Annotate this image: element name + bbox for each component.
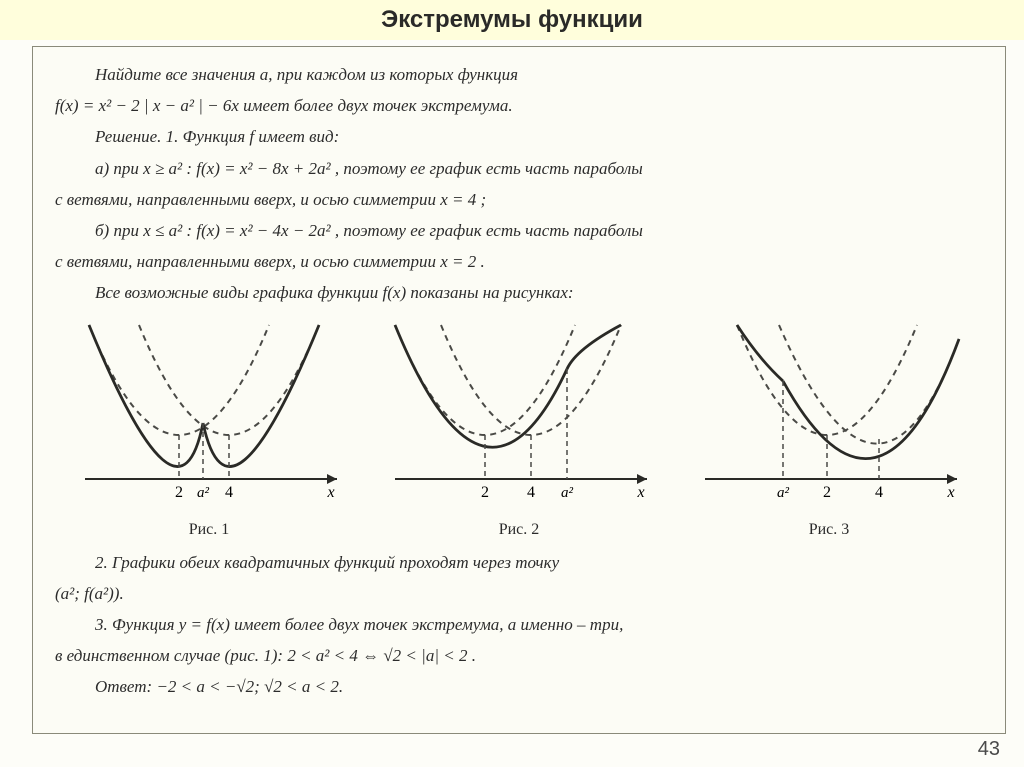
- case-b-cont: с ветвями, направленными вверх, и осью с…: [55, 248, 983, 275]
- graph-1-caption: Рис. 1: [59, 521, 359, 539]
- svg-text:x: x: [946, 484, 954, 501]
- content-frame: Найдите все значения a, при каждом из ко…: [32, 46, 1006, 734]
- svg-text:4: 4: [527, 484, 535, 501]
- case-b: б) при x ≤ a² : f(x) = x² − 4x − 2a² , п…: [55, 217, 983, 244]
- case-a: а) при x ≥ a² : f(x) = x² − 8x + 2a² , п…: [55, 155, 983, 182]
- svg-text:4: 4: [225, 484, 233, 501]
- graph-3-caption: Рис. 3: [679, 521, 979, 539]
- graph-3: a² 2 4 x Рис. 3: [679, 319, 979, 539]
- svg-text:2: 2: [175, 484, 183, 501]
- page-number: 43: [978, 738, 1000, 761]
- problem-formula: f(x) = x² − 2 | x − a² | − 6x имеет боле…: [55, 92, 983, 119]
- solution-label: Решение. 1. Функция f имеет вид:: [55, 123, 983, 150]
- graph-2: 2 4 a² x Рис. 2: [369, 319, 669, 539]
- svg-text:a²: a²: [777, 485, 790, 501]
- svg-text:2: 2: [823, 484, 831, 501]
- point-3-cont: в единственном случае (рис. 1): 2 < a² <…: [55, 642, 983, 669]
- point-2: 2. Графики обеих квадратичных функций пр…: [55, 549, 983, 576]
- graph-2-caption: Рис. 2: [369, 521, 669, 539]
- problem-statement: Найдите все значения a, при каждом из ко…: [55, 61, 983, 88]
- all-views: Все возможные виды графика функции f(x) …: [55, 279, 983, 306]
- point-3: 3. Функция y = f(x) имеет более двух точ…: [55, 611, 983, 638]
- svg-text:a²: a²: [561, 485, 574, 501]
- svg-text:a²: a²: [197, 485, 210, 501]
- point-2-formula: (a²; f(a²)).: [55, 580, 983, 607]
- case-a-cont: с ветвями, направленными вверх, и осью с…: [55, 186, 983, 213]
- title-bar: Экстремумы функции: [0, 0, 1024, 40]
- graphs-row: 2 a² 4 x Рис. 1: [59, 319, 979, 539]
- page-title: Экстремумы функции: [381, 6, 643, 34]
- graph-1: 2 a² 4 x Рис. 1: [59, 319, 359, 539]
- svg-text:4: 4: [875, 484, 883, 501]
- svg-text:x: x: [636, 484, 644, 501]
- svg-text:2: 2: [481, 484, 489, 501]
- svg-text:x: x: [326, 484, 334, 501]
- answer: Ответ: −2 < a < −√2; √2 < a < 2.: [55, 673, 983, 700]
